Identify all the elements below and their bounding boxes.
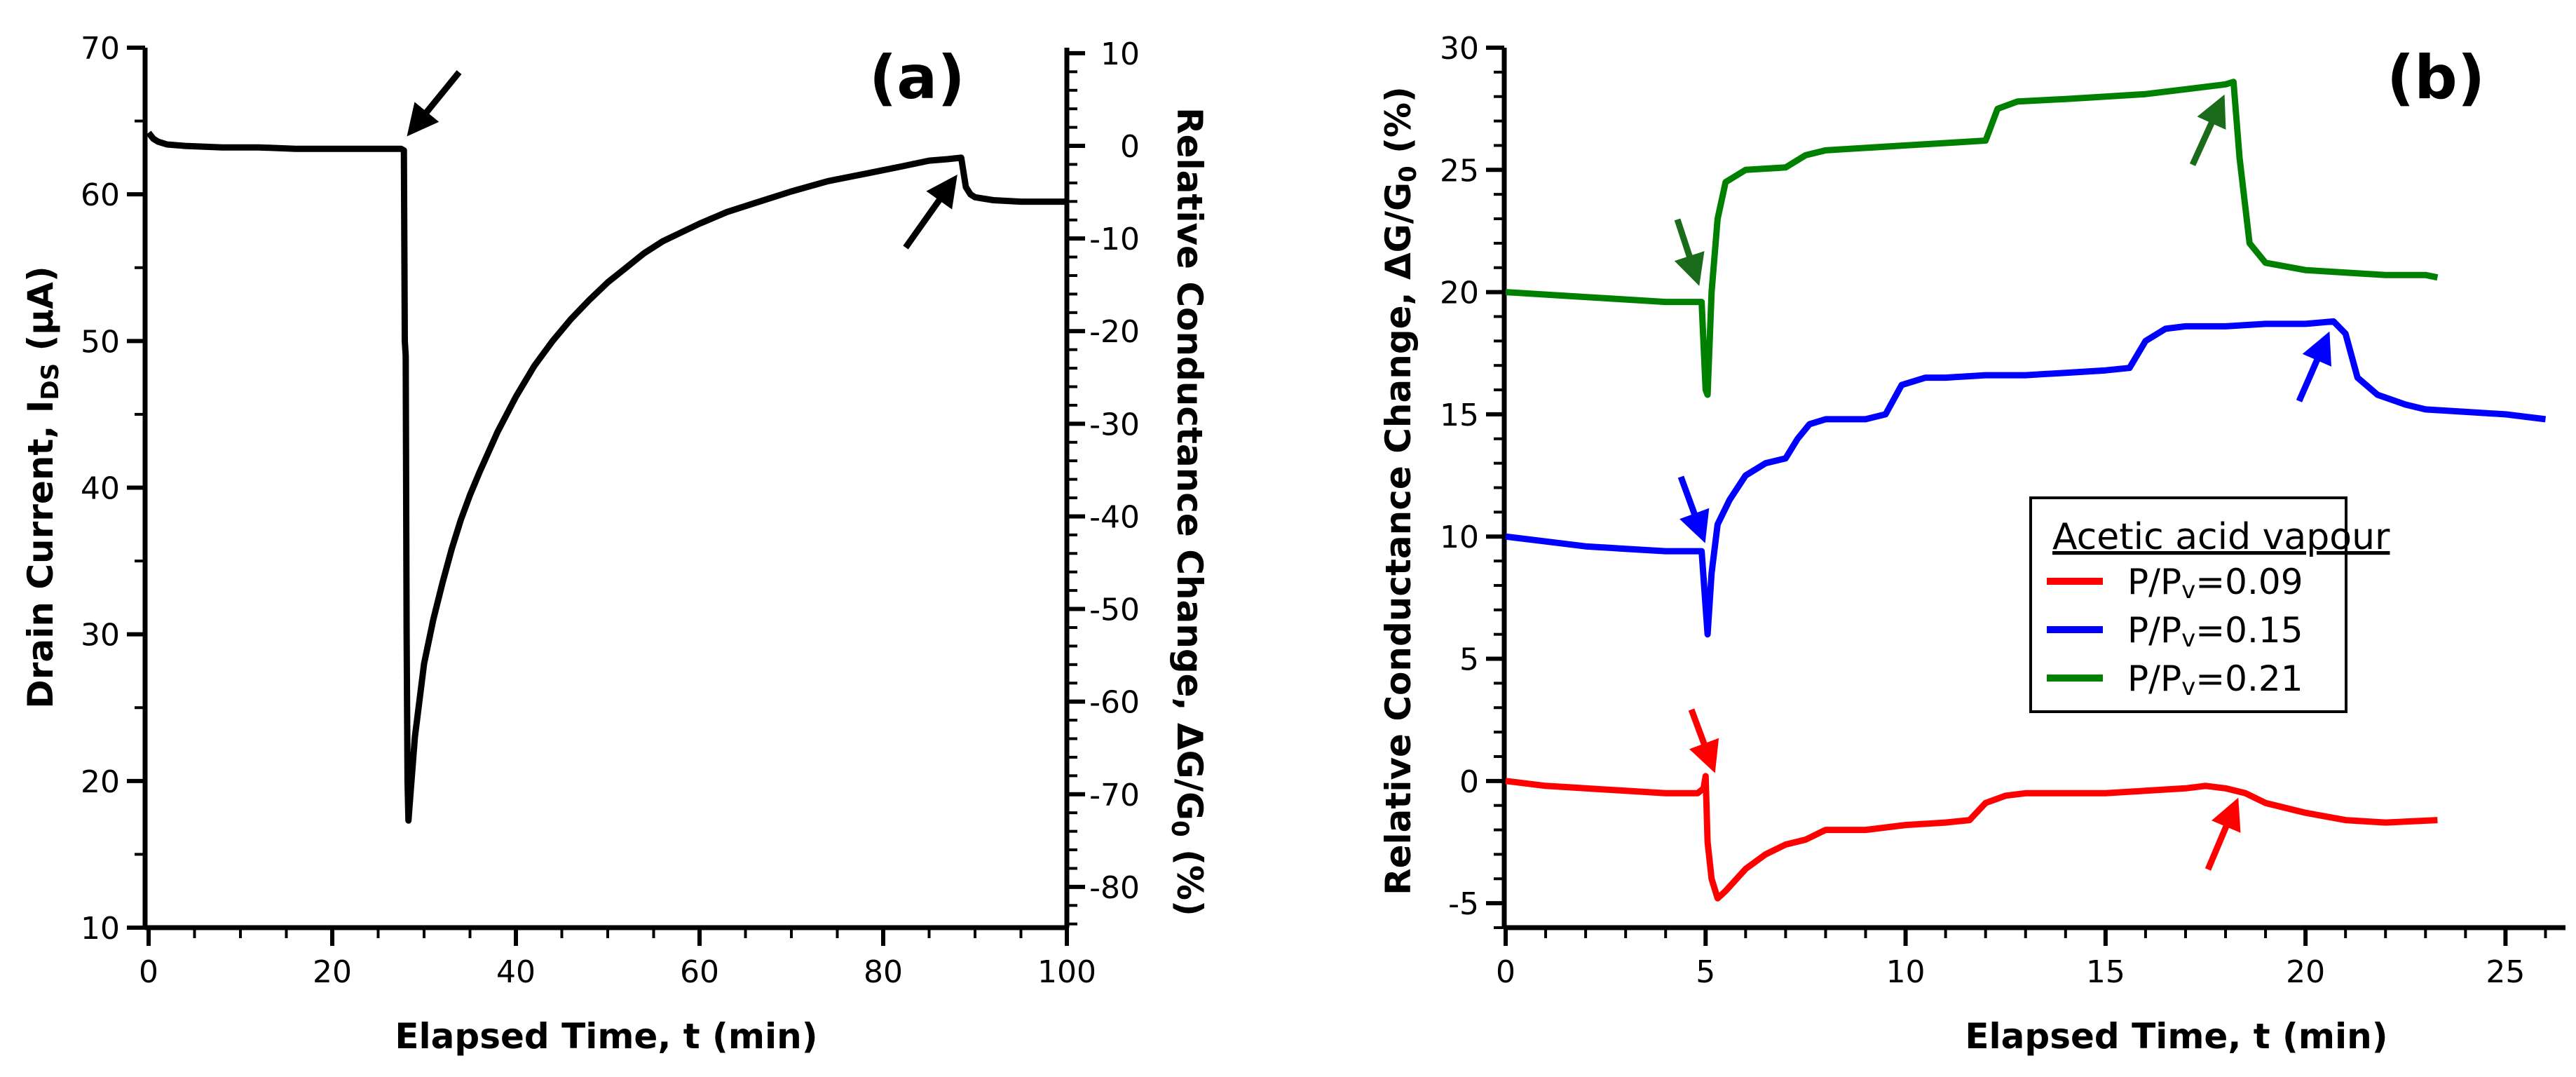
legend-label-009: P/Pv=0.09 (2127, 562, 2303, 604)
panel-b-series-line-0 (1505, 773, 2438, 902)
panel-b-arrow-red-injection (1688, 708, 1719, 773)
panel-b-x-tick-label: 5 (1696, 954, 1715, 990)
panel-b-y-tick-label: -5 (1448, 886, 1479, 922)
legend-entry-015: P/Pv=0.15 (2047, 610, 2303, 653)
panel-b-x-tick-label: 15 (2086, 954, 2125, 990)
panel-b-y-tick-label: 5 (1459, 642, 1479, 678)
panel-a-x-tick-label: 100 (1037, 954, 1096, 990)
panel-a-y-tick-label: 50 (81, 324, 120, 360)
panel-a-x-tick-label: 80 (864, 954, 903, 990)
panel-b: 0 5 10 15 20 25 -5 0 5 10 15 20 25 30 (b) Elapsed Tim… (1378, 31, 2565, 1057)
panel-b-y-tick-label: 0 (1459, 764, 1479, 800)
panel-a-y-tick-label: 60 (81, 177, 120, 213)
panel-b-label: (b) (2387, 43, 2485, 113)
panel-a-ticks (127, 46, 1085, 946)
panel-b-y-tick-label: 15 (1440, 398, 1479, 433)
panel-a-y2-tick-label: -30 (1089, 407, 1140, 442)
panel-a-y2-tick-label: 10 (1100, 36, 1140, 72)
legend: Acetic acid vapour P/Pv=0.09 P/Pv=0.15 P… (2029, 496, 2390, 713)
panel-a-y-tick-label: 10 (81, 911, 120, 947)
panel-b-y-tick-label: 20 (1440, 276, 1479, 311)
panel-a-y2-tick-label: -70 (1089, 778, 1140, 813)
panel-a-x-tick-label: 60 (680, 954, 719, 990)
panel-a-series-line (146, 130, 1067, 824)
panel-a-x-tick-label: 20 (313, 954, 352, 990)
legend-entry-009: P/Pv=0.09 (2047, 562, 2303, 604)
panel-b-arrow-red-removal (2204, 797, 2241, 871)
panel-b-arrow-blue-removal (2296, 331, 2332, 402)
panel-a-x-tick-label: 40 (496, 954, 536, 990)
panel-a-right-axis-label: Relative Conductance Change, ΔG/G0 (%) (1166, 107, 1210, 916)
panel-b-arrow-green-injection (1674, 218, 1705, 286)
panel-a-x-tick-label: 0 (139, 954, 158, 990)
panel-a-y-tick-label: 40 (81, 471, 120, 507)
panel-a-y2-tick-label: -60 (1089, 685, 1140, 721)
legend-title: Acetic acid vapour (2052, 516, 2390, 558)
panel-a-y-tick-label: 20 (81, 764, 120, 800)
panel-a-y-tick-label: 30 (81, 618, 120, 653)
legend-entry-021: P/Pv=0.21 (2047, 658, 2303, 701)
panel-b-arrow-blue-injection (1677, 475, 1710, 543)
panel-a-y2-tick-label: -20 (1089, 314, 1140, 350)
panel-a-y2-tick-label: -50 (1089, 592, 1140, 628)
panel-a-y2-tick-label: -80 (1089, 870, 1140, 906)
panel-a-y-axis-label: Drain Current, IDS (µA) (20, 266, 64, 708)
panel-b-y-tick-label: 30 (1440, 31, 1479, 67)
panel-b-series-line-2 (1505, 79, 2439, 398)
panel-b-x-tick-label: 25 (2486, 954, 2525, 990)
panel-b-x-axis-label: Elapsed Time, t (min) (1965, 1016, 2387, 1057)
panel-b-x-tick-label: 0 (1496, 954, 1515, 990)
panel-a-y2-tick-label: -40 (1089, 499, 1140, 535)
panel-a-label: (a) (869, 43, 965, 113)
panel-b-y-tick-label: 25 (1440, 153, 1479, 189)
panel-b-ticks (1486, 46, 2547, 946)
panel-a-arrow-injection (407, 70, 462, 137)
panel-b-series-lines (1505, 79, 2547, 902)
panel-b-series-line-1 (1505, 318, 2547, 638)
panel-a-y-tick-label: 70 (81, 31, 120, 67)
panel-b-x-tick-label: 20 (2286, 954, 2325, 990)
legend-label-021: P/Pv=0.21 (2127, 658, 2303, 701)
panel-a-arrow-removal (903, 174, 958, 250)
panel-b-y-tick-label: 10 (1440, 520, 1479, 555)
legend-label-015: P/Pv=0.15 (2127, 610, 2303, 653)
panel-b-y-axis-label: Relative Conductance Change, ΔG/G0 (%) (1378, 86, 1422, 895)
panel-b-arrow-green-removal (2189, 94, 2226, 166)
panel-a-y2-tick-label: -10 (1089, 222, 1140, 257)
panel-b-x-tick-label: 10 (1886, 954, 1926, 990)
panel-a-x-axis-label: Elapsed Time, t (min) (395, 1016, 817, 1057)
panel-b-tick-labels: 0 5 10 15 20 25 -5 0 5 10 15 20 25 30 (1440, 31, 2525, 990)
panel-a-y2-tick-label: 0 (1120, 129, 1140, 165)
